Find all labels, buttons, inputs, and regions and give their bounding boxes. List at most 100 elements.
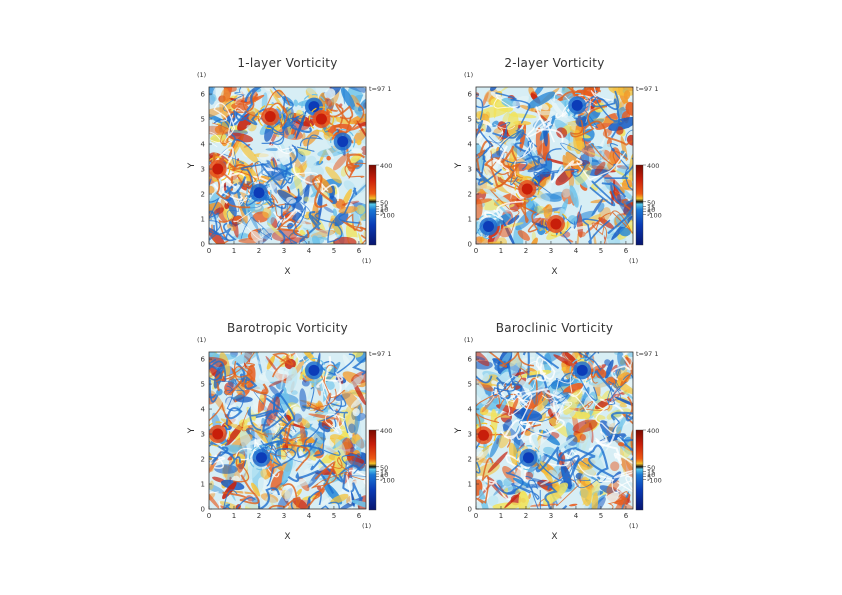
plot-frame [475, 86, 634, 245]
x-tick-label: 4 [307, 247, 312, 255]
panel-title: 1-layer Vorticity [237, 56, 337, 70]
colorbar-tick-label: 15 [380, 469, 388, 477]
y-tick-label: 0 [468, 241, 472, 249]
colorbar-tick-label: 50 [647, 199, 655, 207]
x-tick-label: 6 [624, 512, 629, 520]
time-label: t=97 1 [369, 350, 391, 358]
colorbar-tick-label: -100 [380, 477, 395, 485]
y-tick-label: 2 [201, 456, 205, 464]
panel-2: 0 1 2 3 4 5 6 0 1 2 3 4 5 6 Barotropic Vorticity X Y (1) (… [187, 321, 395, 542]
plot-frame [208, 351, 367, 510]
y-tick-label: 6 [468, 91, 473, 99]
x-axis-label: X [284, 532, 290, 542]
x-tick-label: 3 [282, 247, 286, 255]
panel-title: 2-layer Vorticity [504, 56, 604, 70]
x-tick-label: 6 [357, 512, 362, 520]
y-tick-label: 5 [468, 116, 472, 124]
colorbar-tick-label: 10 [380, 206, 388, 214]
x-tick-label: 5 [332, 512, 336, 520]
y-tick-label: 2 [468, 191, 472, 199]
colorbar-tick-label: -100 [380, 212, 395, 220]
x-tick-label: 0 [207, 247, 211, 255]
colorbar-tick-label: 400 [380, 427, 392, 435]
y-tick-label: 5 [201, 381, 205, 389]
y-tick-label: 1 [468, 481, 472, 489]
x-tick-label: 0 [474, 512, 478, 520]
x-tick-label: 5 [332, 247, 336, 255]
colorbar-tick-label: 400 [380, 162, 392, 170]
panel-3: 0 1 2 3 4 5 6 0 1 2 3 4 5 6 Baroclinic Vorticity X Y (1) (… [454, 321, 662, 542]
x-unit-label: (1) [362, 257, 371, 265]
panel-title: Barotropic Vorticity [227, 321, 348, 335]
x-tick-label: 0 [207, 512, 211, 520]
y-unit-label: (1) [464, 71, 473, 79]
y-tick-label: 3 [201, 166, 205, 174]
y-tick-label: 1 [201, 216, 205, 224]
x-tick-label: 3 [549, 512, 553, 520]
colorbar-tick-label: 400 [647, 162, 659, 170]
x-unit-label: (1) [362, 522, 371, 530]
y-tick-label: 2 [201, 191, 205, 199]
x-tick-label: 6 [624, 247, 629, 255]
colorbar-tick-label: 10 [380, 471, 388, 479]
colorbar-tick-label: 15 [380, 204, 388, 212]
vortex-1 [248, 445, 275, 471]
y-tick-label: 4 [201, 406, 206, 414]
vortex-4 [257, 103, 283, 130]
y-tick-label: 3 [201, 431, 205, 439]
vortex-2 [301, 357, 327, 383]
x-axis-label: X [551, 267, 557, 277]
plot-frame [475, 351, 634, 510]
x-tick-label: 4 [307, 512, 312, 520]
vorticity-field [476, 87, 633, 244]
y-tick-label: 6 [201, 91, 206, 99]
y-tick-label: 4 [468, 406, 473, 414]
x-unit-label: (1) [629, 522, 638, 530]
x-tick-label: 4 [574, 512, 579, 520]
colorbar-tick-label: 50 [380, 199, 388, 207]
vortex-0 [564, 92, 590, 118]
y-tick-label: 1 [468, 216, 472, 224]
colorbar-tick-label: -100 [647, 212, 662, 220]
colorbar-tick-label: 5 [647, 473, 651, 481]
x-tick-label: 2 [257, 247, 261, 255]
x-tick-label: 1 [499, 247, 503, 255]
x-tick-label: 2 [524, 247, 528, 255]
x-unit-label: (1) [629, 257, 638, 265]
y-unit-label: (1) [464, 336, 473, 344]
y-tick-label: 3 [468, 431, 472, 439]
y-tick-label: 4 [201, 141, 206, 149]
vortex-0 [209, 421, 231, 447]
x-tick-label: 0 [474, 247, 478, 255]
x-tick-label: 2 [524, 512, 528, 520]
vorticity-field [209, 87, 366, 244]
colorbar-tick-label: 400 [647, 427, 659, 435]
x-axis-label: X [551, 532, 557, 542]
y-tick-label: 3 [468, 166, 472, 174]
colorbar-tick-label: 5 [380, 208, 384, 216]
x-tick-label: 5 [599, 247, 603, 255]
colorbar-tick-label: 50 [647, 464, 655, 472]
x-tick-label: 3 [549, 247, 553, 255]
panel-0: 0 1 2 3 4 5 6 0 1 2 3 4 5 6 1-layer Vorticity X Y (1) (1) t… [187, 56, 395, 277]
plot-frame [208, 86, 367, 245]
x-tick-label: 2 [257, 512, 261, 520]
y-tick-label: 2 [468, 456, 472, 464]
colorbar-tick-label: 10 [647, 206, 655, 214]
vortex-3 [543, 211, 569, 237]
y-tick-label: 0 [201, 506, 205, 514]
colorbar-tick-label: 5 [647, 208, 651, 216]
colorbar-tick-label: -100 [647, 477, 662, 485]
y-tick-label: 5 [468, 381, 472, 389]
y-tick-label: 0 [201, 241, 205, 249]
y-axis-label: Y [454, 162, 464, 169]
colorbar-tick-label: 15 [647, 469, 655, 477]
vortex-1 [515, 445, 542, 471]
vortex-3 [308, 106, 335, 132]
y-tick-label: 0 [468, 506, 472, 514]
x-tick-label: 1 [499, 512, 503, 520]
